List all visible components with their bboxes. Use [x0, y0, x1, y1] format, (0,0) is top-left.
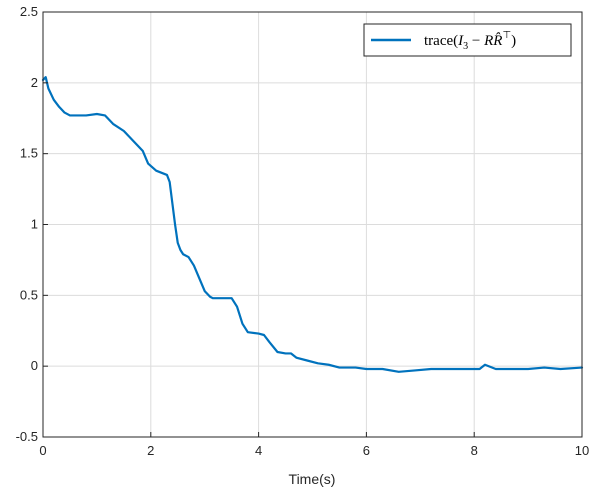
x-tick-label: 6: [363, 443, 370, 458]
y-tick-label: 2.5: [20, 4, 38, 19]
series-line: [41, 76, 584, 373]
grid: [43, 12, 582, 437]
y-tick-label: 2: [31, 75, 38, 90]
y-tick-label: 1: [31, 217, 38, 232]
y-tick-label: 0: [31, 358, 38, 373]
x-tick-label: 4: [255, 443, 262, 458]
series-layer: [41, 76, 584, 373]
x-axis-label: Time(s): [289, 471, 336, 487]
legend: trace(I3 − RR̂⊤): [363, 23, 572, 57]
x-tick-label: 2: [147, 443, 154, 458]
y-tick-label: -0.5: [16, 429, 38, 444]
x-tick-label: 8: [471, 443, 478, 458]
ticks: 0 2 4 6 8 10-0.500.511.522.5: [16, 4, 590, 458]
y-tick-label: 1.5: [20, 146, 38, 161]
x-tick-label: 0: [39, 443, 46, 458]
y-tick-label: 0.5: [20, 287, 38, 302]
legend-label: trace(I3 − RR̂⊤): [424, 30, 516, 52]
x-tick-label: 10: [575, 443, 589, 458]
